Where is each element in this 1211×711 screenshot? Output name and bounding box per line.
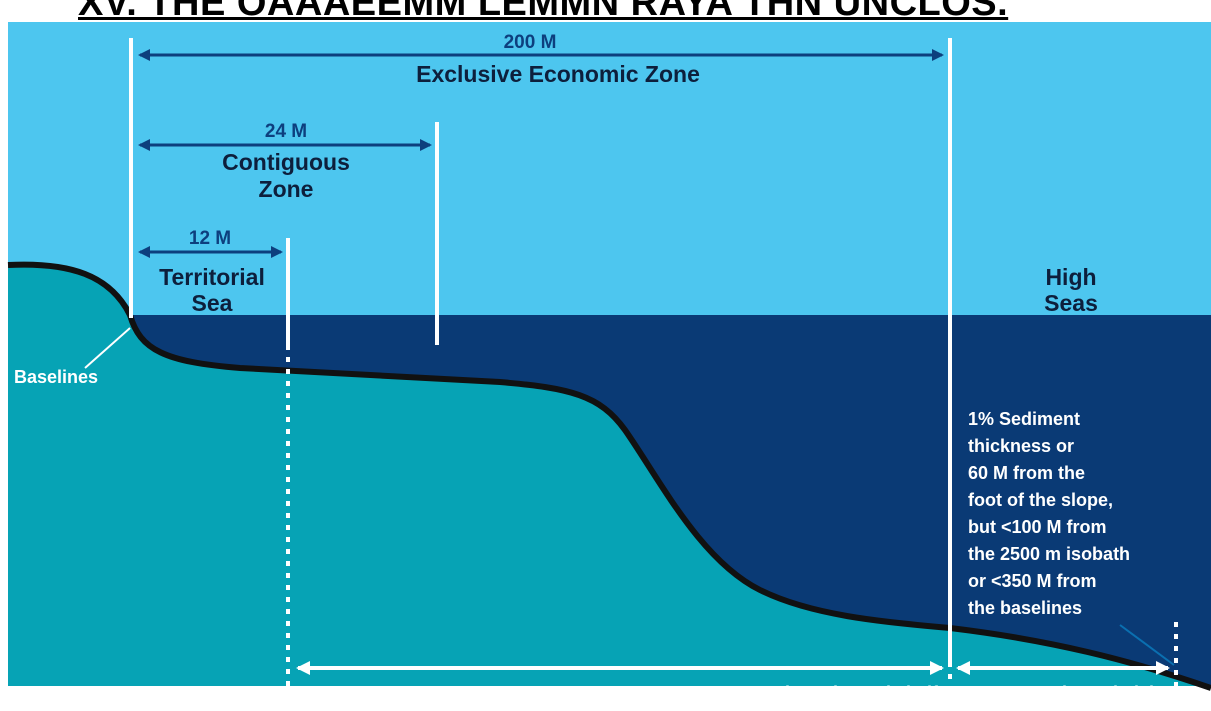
high-seas-label-line1: High [1045,264,1096,290]
page-title: XV. THE OAAAEEMM LEMMN RAYA THN UNCLOS. [78,0,1009,24]
baselines-leader [84,327,131,369]
note-line-6: the 2500 m isobath [968,544,1130,564]
contiguous-label-line2: Zone [259,176,314,202]
high-seas-label-line2: Seas [1044,290,1098,316]
territorial-label-line2: Sea [192,290,233,316]
territorial-distance-label: 12 M [189,228,231,249]
note-line-4: foot of the slope, [968,490,1113,510]
legal-shelf-label: Legal continental shelf [743,683,939,703]
note-line-8: the baselines [968,598,1082,618]
abyssal-plain-label: Abyssal plain [1049,683,1165,703]
note-leader [1119,624,1175,666]
note-line-5: but <100 M from [968,517,1107,537]
eez-distance-label: 200 M [504,32,557,53]
sky-area [8,22,1211,315]
note-line-3: 60 M from the [968,463,1085,483]
note-line-1: 1% Sediment [968,409,1080,429]
note-line-7: or <350 M from [968,571,1097,591]
note-line-2: thickness or [968,436,1074,456]
baselines-label: Baselines [14,367,98,387]
seabed-area [8,264,1211,688]
eez-label: Exclusive Economic Zone [416,61,700,87]
territorial-label-line1: Territorial [159,264,265,290]
contiguous-distance-label: 24 M [265,121,307,142]
contiguous-label-line1: Contiguous [222,149,350,175]
